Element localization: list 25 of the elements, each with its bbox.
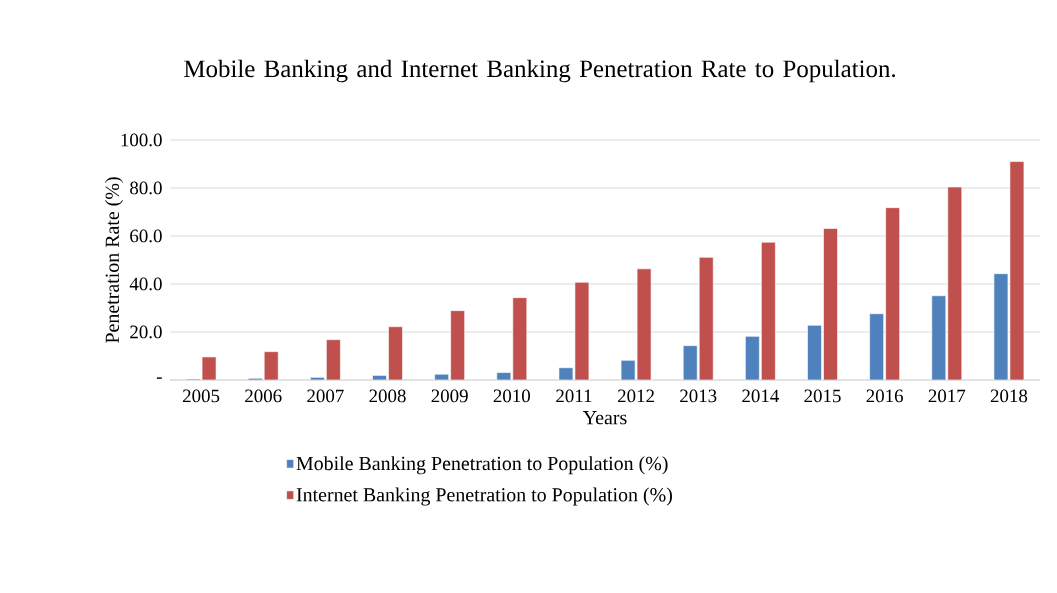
y-tick-label: 80.0	[130, 181, 162, 195]
x-tick-label: 2007	[307, 389, 344, 403]
x-tick-label: 2016	[866, 389, 904, 403]
x-tick-label: 2011	[556, 389, 592, 403]
x-tick-label: 2018	[990, 389, 1028, 403]
x-tick-label: 2012	[617, 389, 654, 403]
x-tick-label: 2010	[493, 389, 530, 403]
x-tick-label: 2017	[928, 389, 966, 403]
chart-title: Mobile Banking and Internet Banking Penetration Rate to Population.	[184, 59, 896, 83]
y-tick-label: 20.0	[130, 325, 162, 339]
y-tick-label: 100.0	[121, 133, 162, 147]
x-tick-label: 2006	[245, 389, 282, 403]
y-tick-label: 60.0	[130, 229, 162, 243]
y-tick-label: 40.0	[129, 277, 162, 291]
x-tick-label: 2009	[431, 389, 468, 403]
legend-label: Internet Banking Penetration to Population (%)	[296, 487, 672, 506]
x-tick-label: 2005	[182, 389, 220, 403]
x-tick-label: 2008	[369, 389, 406, 403]
x-axis-title: Years	[582, 411, 627, 425]
y-tick-label: -	[156, 377, 162, 379]
legend-label: Mobile Banking Penetration to Population (%)	[296, 456, 668, 475]
x-tick-label: 2013	[680, 389, 717, 403]
x-tick-label: 2015	[804, 389, 841, 403]
y-axis-title: Penetration Rate (%)	[104, 177, 124, 343]
x-tick-label: 2014	[742, 389, 779, 403]
